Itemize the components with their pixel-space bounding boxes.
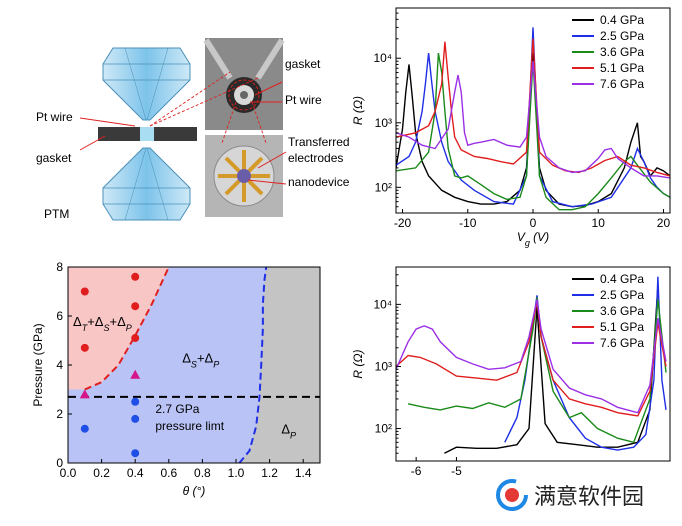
x-tick-label: 0 (530, 216, 537, 230)
y-axis-label: R (Ω) (351, 349, 365, 378)
y-tick-label: 10² (375, 180, 392, 194)
sample-chamber (140, 127, 154, 141)
y-tick-label: 0 (56, 456, 63, 470)
x-axis-label: Vg (V) (517, 230, 549, 248)
data-point-circle (131, 334, 140, 343)
y-tick-label: 8 (56, 260, 63, 274)
chart-bottom-right: -6 -5 10² 10³ 10⁴ R (Ω) 0.4 GPa 2.5 GPa 3.6 GPa 5… (344, 255, 682, 481)
region-label-right: ΔP (281, 422, 296, 441)
data-point-triangle (79, 389, 90, 399)
x-tick-label: 1.4 (295, 466, 312, 480)
diamond-anvil-cell-drawing (79, 38, 287, 221)
watermark-logo-icon (496, 479, 528, 511)
legend-label: 5.1 GPa (600, 61, 644, 75)
label-gasket-left: gasket (36, 151, 72, 165)
x-tick-label: 10 (592, 216, 606, 230)
chart-bottom-right-svg: -6 -5 10² 10³ 10⁴ R (Ω) 0.4 GPa 2.5 GPa 3.6 GPa 5… (351, 266, 671, 478)
y-tick-label: 10³ (375, 116, 392, 130)
legend-label: 2.5 GPa (600, 288, 644, 302)
red-boundary-line (84, 266, 170, 391)
legend-label: 0.4 GPa (600, 13, 644, 27)
label-pt-wire-left: Pt wire (36, 110, 73, 124)
x-tick-label: 0.0 (60, 466, 77, 480)
watermark-text: 满意软件园 (534, 485, 645, 510)
x-tick-label: 0.4 (127, 466, 144, 480)
panel-a-illustration: Pt wire gasket PTM gasket Pt wire Transf… (0, 0, 360, 240)
y-tick-label: 2 (56, 407, 63, 421)
legend-label: 5.1 GPa (600, 320, 644, 334)
lower-diamond (102, 147, 191, 221)
legend-label: 3.6 GPa (600, 304, 644, 318)
legend-label: 3.6 GPa (600, 45, 644, 59)
data-point-circle (131, 272, 140, 281)
y-axis-label: Pressure (GPa) (31, 323, 45, 406)
y-tick-label: 4 (56, 358, 63, 372)
x-tick-label: -20 (394, 216, 412, 230)
data-point-circle (80, 343, 89, 352)
data-point-circle (131, 414, 140, 423)
data-point-circle (80, 424, 89, 433)
series-line-2.5-gpa (396, 27, 670, 208)
x-tick-label: -5 (451, 464, 462, 478)
x-tick-label: -10 (459, 216, 477, 230)
y-tick-label: 6 (56, 309, 63, 323)
blue-boundary-line (238, 266, 268, 464)
watermark: 满意软件园 (496, 478, 644, 512)
label-ptm: PTM (44, 207, 70, 221)
y-tick-label: 10² (375, 422, 392, 436)
x-tick-label: 0.6 (160, 466, 177, 480)
series-line-7.6-gpa (396, 299, 667, 414)
x-tick-label: 0.2 (93, 466, 110, 480)
data-point-circle (131, 449, 140, 458)
plot-frame (395, 266, 671, 462)
data-point-circle (131, 302, 140, 311)
data-point-circle (80, 287, 89, 296)
y-axis-label: R (Ω) (351, 96, 365, 125)
x-axis-label: θ (°) (183, 484, 206, 498)
legend-label: 7.6 GPa (600, 77, 644, 91)
legend-label: 7.6 GPa (600, 336, 644, 350)
y-tick-label: 10³ (375, 359, 392, 373)
data-point-triangle (130, 369, 141, 379)
x-tick-label: 20 (657, 216, 671, 230)
chart-bottom-left-svg: 0.0 0.2 0.4 0.6 0.8 1.0 1.2 1.4 0 2 4 6 8 Pressure (G… (31, 260, 321, 498)
legend-label: 0.4 GPa (600, 272, 644, 286)
y-tick-label: 10⁴ (373, 51, 392, 65)
series-line-5.1-gpa (396, 38, 670, 177)
label-nanodevice: nanodevice (288, 175, 350, 189)
region-label-middle: ΔS+ΔP (182, 351, 219, 370)
x-tick-label: 0.8 (194, 466, 211, 480)
label-pt-wire-right: Pt wire (285, 93, 322, 107)
x-tick-label: 1.2 (261, 466, 278, 480)
data-point-circle (131, 397, 140, 406)
threshold-label-line2: pressure limt (155, 419, 224, 433)
series-line-0.4-gpa (444, 285, 659, 454)
label-electrodes: electrodes (288, 151, 344, 165)
chart-bottom-left: 0.0 0.2 0.4 0.6 0.8 1.0 1.2 1.4 0 2 4 6 8 Pressure (G… (0, 255, 344, 521)
label-gasket-right: gasket (285, 57, 321, 71)
upper-diamond (102, 47, 191, 121)
chart-top-right: -20 -10 0 10 20 10² 10³ 10⁴ R (Ω) Vg (V) 0.4 GPa 2.… (344, 0, 682, 255)
x-tick-label: -6 (411, 464, 422, 478)
region-label-top-left: ΔT+ΔS+ΔP (73, 314, 132, 333)
region-red (68, 267, 169, 390)
label-transferred: Transferred (288, 135, 350, 149)
y-tick-label: 10⁴ (373, 297, 392, 311)
legend-label: 2.5 GPa (600, 29, 644, 43)
x-tick-label: 1.0 (228, 466, 245, 480)
threshold-label-line1: 2.7 GPa (155, 402, 199, 416)
series-line-7.6-gpa (396, 61, 670, 179)
chart-top-right-svg: -20 -10 0 10 20 10² 10³ 10⁴ R (Ω) Vg (V) 0.4 GPa 2.… (351, 7, 671, 248)
